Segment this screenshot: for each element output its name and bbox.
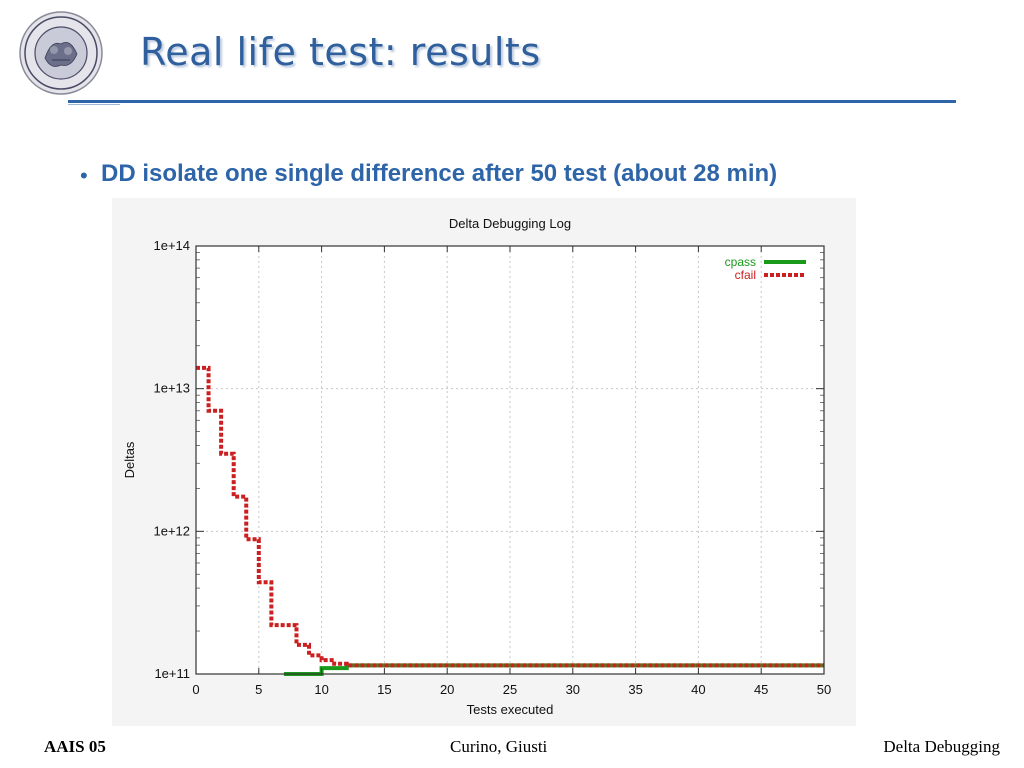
x-tick-label: 45 bbox=[754, 682, 768, 697]
y-tick-label: 1e+13 bbox=[153, 381, 190, 396]
title-divider-accent bbox=[68, 104, 120, 105]
x-tick-label: 10 bbox=[314, 682, 328, 697]
legend-label-cfail: cfail bbox=[735, 268, 756, 282]
bullet-marker: • bbox=[80, 163, 88, 188]
title-divider bbox=[68, 100, 956, 103]
delta-debugging-chart: 0 5 10 15 20 25 30 35 40 45 50 1e+11 1e+12 1e+13 1e+14… bbox=[112, 198, 856, 726]
bullet-text: DD isolate one single difference after 5… bbox=[101, 160, 778, 187]
x-tick-label: 0 bbox=[192, 682, 199, 697]
footer-course: AAIS 05 bbox=[44, 737, 106, 756]
x-tick-label: 35 bbox=[628, 682, 642, 697]
x-tick-label: 5 bbox=[255, 682, 262, 697]
plot-area bbox=[196, 246, 824, 674]
x-tick-label: 30 bbox=[566, 682, 580, 697]
chart-title: Delta Debugging Log bbox=[449, 216, 571, 231]
x-tick-label: 25 bbox=[503, 682, 517, 697]
x-tick-label: 20 bbox=[440, 682, 454, 697]
x-tick-label: 15 bbox=[377, 682, 391, 697]
x-tick-label: 50 bbox=[817, 682, 831, 697]
y-tick-label: 1e+12 bbox=[153, 523, 190, 538]
series-line-cfail bbox=[196, 365, 824, 668]
y-tick-label: 1e+11 bbox=[154, 666, 190, 681]
x-tick-label: 40 bbox=[691, 682, 705, 697]
chart-container: 0 5 10 15 20 25 30 35 40 45 50 1e+11 1e+12 1e+13 1e+14… bbox=[112, 198, 856, 726]
legend-label-cpass: cpass bbox=[725, 255, 756, 269]
y-tick-label: 1e+14 bbox=[153, 238, 190, 253]
y-axis-label: Deltas bbox=[122, 441, 137, 478]
university-seal-logo bbox=[19, 11, 103, 95]
x-axis-label: Tests executed bbox=[467, 702, 554, 717]
slide-title: Real life test: results bbox=[140, 30, 541, 74]
footer-topic: Delta Debugging bbox=[883, 737, 1000, 756]
footer-authors: Curino, Giusti bbox=[450, 737, 548, 756]
